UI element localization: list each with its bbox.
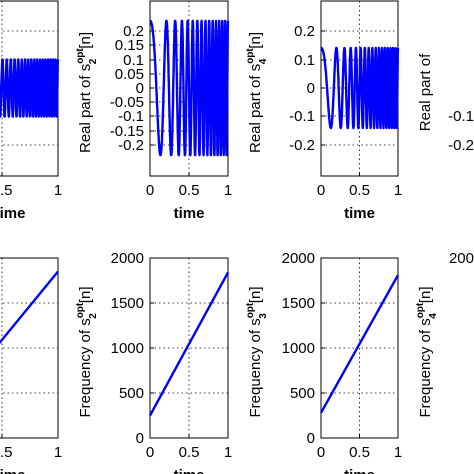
series-line xyxy=(319,274,400,414)
x-tick-label: 1 xyxy=(54,444,62,461)
y-label-sub: 3 xyxy=(258,313,269,319)
series-line xyxy=(0,58,60,118)
y-tick-label: -0.2 xyxy=(289,137,315,154)
x-tick-label: 0.5 xyxy=(0,444,12,461)
series-line xyxy=(319,46,400,130)
y-axis-label: Frequency of sopt 2 [n] xyxy=(75,286,99,417)
y-tick-label: -0.2 xyxy=(448,137,474,154)
y-label-suffix: [n] xyxy=(417,286,434,303)
y-tick-label: 2000 xyxy=(111,250,144,267)
y-axis-label: Frequency of sopt 3 [n] xyxy=(245,286,269,417)
y-label-sup: opt xyxy=(245,302,256,318)
y-label-suffix: [n] xyxy=(77,32,94,49)
y-label-sub: 2 xyxy=(88,58,99,64)
x-axis-label: time xyxy=(174,467,205,474)
x-axis-label: time xyxy=(344,205,375,222)
y-tick-label: 1500 xyxy=(111,295,144,312)
y-tick-label: 0.1 xyxy=(294,52,315,69)
y-tick-label: 1000 xyxy=(282,340,315,357)
y-tick-label: 0 xyxy=(136,80,144,97)
x-axis-label: time xyxy=(0,467,25,474)
y-tick-label: 200 xyxy=(449,250,474,267)
y-label-prefix: Frequency of s xyxy=(77,318,94,417)
y-label-sup: opt xyxy=(75,48,86,64)
x-tick-label: 0 xyxy=(317,444,325,461)
panel-p-right-bottom: 200 Frequency of sopt 4 [n] xyxy=(415,250,474,418)
y-label-prefix: Real part of xyxy=(417,53,434,131)
y-tick-label: 500 xyxy=(119,385,144,402)
y-label-suffix: [n] xyxy=(77,286,94,303)
y-tick-label: 0.2 xyxy=(294,23,315,40)
y-axis-label: Real part of xyxy=(417,53,434,131)
x-tick-label: 0 xyxy=(146,444,154,461)
series-line xyxy=(148,19,230,157)
x-axis-label: time xyxy=(174,205,205,222)
x-tick-label: 1 xyxy=(224,444,232,461)
y-tick-label: 0.15 xyxy=(115,37,144,54)
x-tick-label: 1 xyxy=(394,444,402,461)
x-tick-label: 0.5 xyxy=(349,182,370,199)
panel-p-s4-freq: 0 500 1000 1500 2000 0 0.5 1 time Frequency of so… xyxy=(245,250,402,474)
y-tick-label: 0 xyxy=(307,80,315,97)
y-label-prefix: Real part of s xyxy=(247,64,264,153)
panel-p-right-top: -0.2 -0.1 Real part of xyxy=(417,53,474,154)
panel-p-s3-freq: 0 500 1000 1500 2000 0 0.5 1 time Frequency of so… xyxy=(75,250,232,474)
y-tick-label: -0.15 xyxy=(110,123,144,140)
y-axis-label: Frequency of sopt 4 [n] xyxy=(415,286,439,417)
series-line xyxy=(0,270,59,345)
y-tick-label: -0.1 xyxy=(448,108,474,125)
y-tick-label: 0.05 xyxy=(115,66,144,83)
y-label-suffix: [n] xyxy=(247,286,264,303)
y-axis-label: Real part of sopt 2 [n] xyxy=(75,32,99,153)
y-label-sup: opt xyxy=(75,302,86,318)
y-label-sub: 2 xyxy=(88,313,99,319)
x-tick-label: 1 xyxy=(394,182,402,199)
y-tick-label: 2000 xyxy=(282,250,315,267)
y-tick-label: -0.1 xyxy=(118,108,144,125)
y-tick-label: 0 xyxy=(136,430,144,447)
y-label-prefix: Frequency of s xyxy=(247,318,264,417)
y-tick-label: 500 xyxy=(290,385,315,402)
y-label-suffix: [n] xyxy=(247,32,264,49)
y-tick-label: 0 xyxy=(307,430,315,447)
y-tick-label: -0.1 xyxy=(289,108,315,125)
y-tick-label: 1500 xyxy=(282,295,315,312)
y-tick-label: -0.2 xyxy=(118,137,144,154)
x-axis-label: time xyxy=(0,205,25,222)
x-tick-label: 0.5 xyxy=(349,444,370,461)
y-label-sup: opt xyxy=(245,48,256,64)
x-tick-label: 0.5 xyxy=(179,444,200,461)
x-tick-label: 1 xyxy=(54,182,62,199)
y-label-prefix: Frequency of s xyxy=(417,318,434,417)
y-axis-label: Real part of sopt 4 [n] xyxy=(245,32,269,153)
y-tick-label: 0.2 xyxy=(123,23,144,40)
x-tick-label: 0 xyxy=(317,182,325,199)
y-label-sub: 4 xyxy=(428,313,439,319)
x-tick-label: 0 xyxy=(146,182,154,199)
y-label-sup: opt xyxy=(415,302,426,318)
y-tick-label: -0.05 xyxy=(110,94,144,111)
series-line xyxy=(148,271,230,417)
y-tick-label: 1000 xyxy=(111,340,144,357)
x-axis-label: time xyxy=(344,467,375,474)
y-label-sub: 4 xyxy=(258,58,269,64)
x-tick-label: 0.5 xyxy=(0,182,12,199)
y-tick-label: 0.1 xyxy=(123,52,144,69)
y-label-prefix: Real part of s xyxy=(77,64,94,153)
x-tick-label: 0.5 xyxy=(179,182,200,199)
panel-p-s4-real: -0.2 -0.1 0 0.1 0.2 0 0.5 1 time Real part of sop… xyxy=(245,0,402,222)
x-tick-label: 1 xyxy=(224,182,232,199)
